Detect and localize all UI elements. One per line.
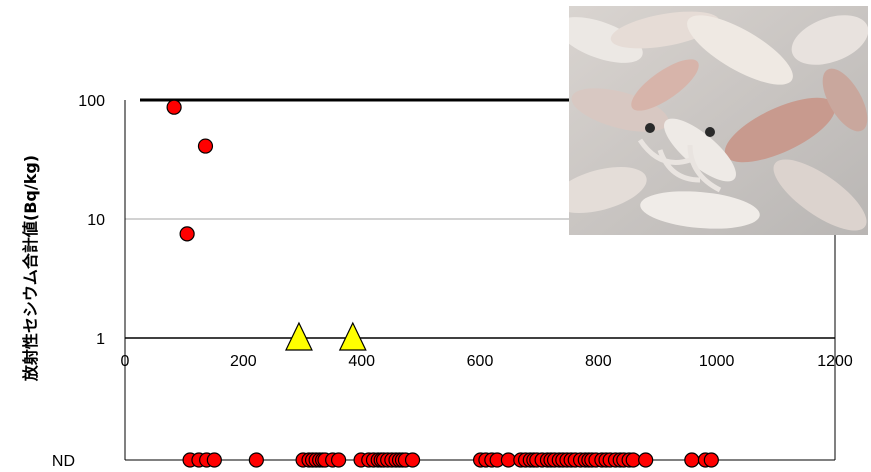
x-tick-label: 400	[348, 353, 375, 370]
triangle-point	[284, 321, 313, 351]
y-tick-label: 10	[87, 212, 105, 229]
tick-labels: 100 10 1 ND 0 200 400 600 800 1000 1200	[52, 93, 853, 470]
x-tick-label: 600	[467, 353, 494, 370]
y-tick-label: 1	[96, 331, 105, 348]
circle-nd-point	[638, 452, 654, 468]
y-axis-label: 放射性セシウム合計値(Bq/kg)	[21, 155, 40, 382]
circle-point	[197, 138, 214, 154]
x-tick-label: 200	[230, 353, 257, 370]
circle-nd-point	[206, 452, 222, 468]
y-tick-label: 100	[78, 93, 105, 110]
circle-nd-point	[248, 452, 264, 468]
circle-point	[166, 99, 182, 115]
circle-point	[179, 226, 195, 242]
triangle-point	[338, 321, 367, 351]
circle-nd-point	[684, 452, 700, 468]
x-tick-label: 1000	[699, 353, 735, 370]
squid-photo	[569, 6, 868, 235]
x-tick-label: 0	[121, 353, 130, 370]
circle-nd-point	[330, 452, 347, 468]
x-tick-label: 800	[585, 353, 612, 370]
circle-nd-point	[404, 452, 421, 468]
data-marks	[166, 99, 719, 468]
circle-nd-point	[703, 452, 719, 468]
x-tick-label: 1200	[817, 353, 853, 370]
nd-tick-label: ND	[52, 453, 75, 470]
